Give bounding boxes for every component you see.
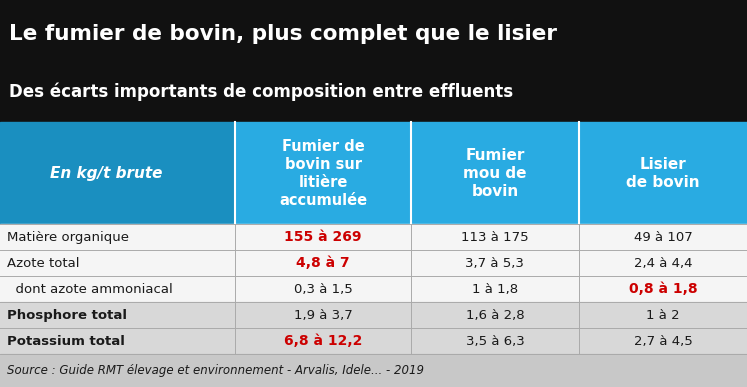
Text: Lisier
de bovin: Lisier de bovin <box>626 157 700 190</box>
Text: 1 à 1,8: 1 à 1,8 <box>472 283 518 296</box>
Text: 1 à 2: 1 à 2 <box>646 309 680 322</box>
Text: dont azote ammoniacal: dont azote ammoniacal <box>7 283 173 296</box>
Bar <box>0 354 747 387</box>
Bar <box>235 122 411 224</box>
Bar <box>0 122 235 224</box>
Text: Phosphore total: Phosphore total <box>7 309 128 322</box>
Text: Matière organique: Matière organique <box>7 231 129 244</box>
Text: 155 à 269: 155 à 269 <box>285 230 362 245</box>
Text: Le fumier de bovin, plus complet que le lisier: Le fumier de bovin, plus complet que le … <box>9 24 557 44</box>
Text: Source : Guide RMT élevage et environnement - Arvalis, Idele... - 2019: Source : Guide RMT élevage et environnem… <box>7 364 424 377</box>
Text: Des écarts importants de composition entre effluents: Des écarts importants de composition ent… <box>9 82 513 101</box>
Text: Azote total: Azote total <box>7 257 80 270</box>
Text: 0,8 à 1,8: 0,8 à 1,8 <box>629 282 697 296</box>
Text: Fumier de
bovin sur
litière
accumulée: Fumier de bovin sur litière accumulée <box>279 139 367 208</box>
Bar <box>0 302 747 328</box>
Bar <box>0 250 747 276</box>
Text: 0,3 à 1,5: 0,3 à 1,5 <box>294 283 353 296</box>
Text: En kg/t brute: En kg/t brute <box>49 166 162 181</box>
Text: Potassium total: Potassium total <box>7 335 125 348</box>
Text: 1,9 à 3,7: 1,9 à 3,7 <box>294 309 353 322</box>
Text: Fumier
mou de
bovin: Fumier mou de bovin <box>463 148 527 199</box>
Text: 6,8 à 12,2: 6,8 à 12,2 <box>284 334 362 348</box>
Text: 3,5 à 6,3: 3,5 à 6,3 <box>465 335 524 348</box>
Text: 2,4 à 4,4: 2,4 à 4,4 <box>633 257 692 270</box>
Bar <box>411 122 579 224</box>
Bar <box>0 224 747 250</box>
Text: 3,7 à 5,3: 3,7 à 5,3 <box>465 257 524 270</box>
Bar <box>0 276 747 302</box>
Bar <box>0 328 747 354</box>
Text: 2,7 à 4,5: 2,7 à 4,5 <box>633 335 692 348</box>
Text: 4,8 à 7: 4,8 à 7 <box>297 256 350 271</box>
Text: 49 à 107: 49 à 107 <box>633 231 692 244</box>
Text: 113 à 175: 113 à 175 <box>461 231 529 244</box>
Text: 1,6 à 2,8: 1,6 à 2,8 <box>465 309 524 322</box>
Bar <box>579 122 747 224</box>
Bar <box>0 0 747 122</box>
